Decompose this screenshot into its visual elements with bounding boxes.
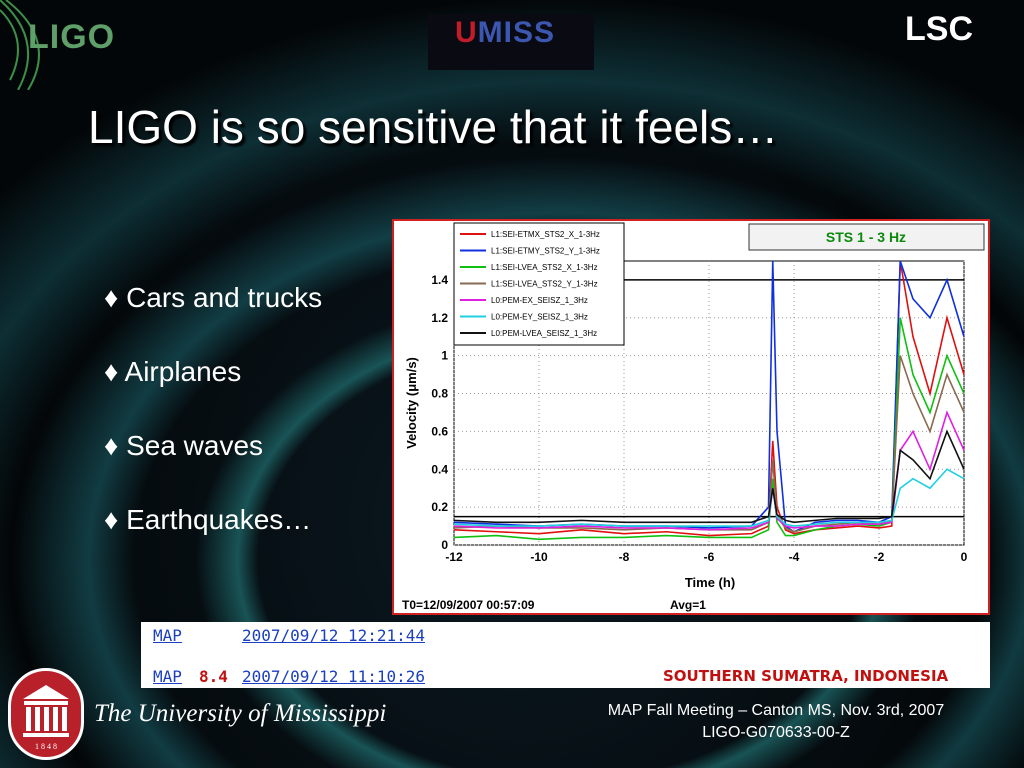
y-axis-label: Velocity (μm/s) (404, 357, 419, 449)
longitude: 100.318 (522, 626, 590, 645)
legend-label: L1:SEI-ETMY_STS2_Y_1-3Hz (491, 247, 600, 256)
region-line2: INDONESIA (657, 644, 752, 662)
bullet-list: ♦ Cars and trucks ♦ Airplanes ♦ Sea wave… (104, 282, 322, 578)
y-tick-label: 1 (441, 349, 448, 363)
latitude: -2.667 (446, 626, 504, 645)
university-name: The University of Mississippi (94, 700, 387, 727)
bullet-item: ♦ Cars and trucks (104, 282, 323, 313)
series-line (453, 355, 965, 533)
umiss-logo: UMISS (455, 16, 555, 50)
plot-canvas: 0 0.2 0.4 0.6 0.8 1 1.2 1.4 -12 -10 -8 -6 -4 -2 0 STS 1… (402, 222, 985, 612)
legend-box (453, 222, 625, 346)
ligo-logo-arcs (0, 0, 40, 90)
longitude: 101.382 (522, 667, 590, 686)
region: SOUTHERN SUMATRA, INDONESIA (663, 667, 949, 685)
map-link[interactable]: MAP (153, 667, 182, 686)
y-tick-label: 0.4 (431, 462, 448, 476)
chart-title-box (748, 223, 985, 251)
x-tick-label: -2 (874, 550, 885, 564)
ligo-logo: LIGO (28, 18, 116, 56)
y-tick-label: 0.8 (431, 387, 448, 401)
legend-label: L1:SEI-LVEA_STS2_X_1-3Hz (491, 263, 598, 272)
columns-icon: 1 8 4 8 (23, 685, 69, 751)
depth: 10.0 (612, 626, 651, 645)
plot-footer-right: Avg=1 (670, 598, 706, 612)
x-tick-label: -4 (789, 550, 800, 564)
x-tick-label: -12 (445, 550, 463, 564)
umiss-logo-rest: MISS (477, 16, 556, 49)
seismometer-plot: 0 0.2 0.4 0.6 0.8 1 1.2 1.4 -12 -10 -8 -6 -4 -2 0 STS 1… (392, 219, 990, 615)
series-line (453, 317, 965, 541)
y-tick-label: 0.2 (431, 500, 448, 514)
umiss-logo-u: U (455, 16, 478, 49)
footer-line1: MAP Fall Meeting – Canton MS, Nov. 3rd, … (607, 702, 945, 719)
bullet-item: ♦ Sea waves (104, 430, 264, 461)
x-tick-label: -6 (704, 550, 715, 564)
legend-label: L1:SEI-LVEA_STS2_Y_1-3Hz (491, 280, 598, 289)
series-line (453, 429, 965, 524)
depth: 30.0 (612, 667, 651, 686)
chart-title: STS 1 - 3 Hz (826, 229, 906, 245)
magnitude: 8.4 (199, 667, 228, 686)
lsc-logo: LSC (905, 10, 973, 48)
y-tick-label: 1.2 (431, 311, 448, 325)
series-line (453, 260, 965, 537)
bullet-item: ♦ Airplanes (104, 356, 242, 387)
y-tick-label: 0.6 (431, 424, 448, 438)
seal-year: 1 8 4 8 (35, 742, 57, 751)
university-seal: 1 8 4 8 (8, 668, 84, 760)
datetime-link[interactable]: 2007/09/12 11:10:26 (242, 667, 426, 686)
umiss-logo-box (428, 14, 594, 70)
earthquake-table: MAP 5.2 2007/09/12 12:21:44 -2.667 100.3… (141, 622, 990, 688)
plot-footer-left: T0=12/09/2007 00:57:09 (402, 598, 535, 612)
map-link[interactable]: MAP (153, 626, 182, 645)
x-tick-label: -8 (619, 550, 630, 564)
legend-label: L0:PEM-LVEA_SEISZ_1_3Hz (491, 329, 597, 338)
latitude: -4.517 (446, 667, 504, 686)
series-line (453, 410, 965, 531)
footer: MAP Fall Meeting – Canton MS, Nov. 3rd, … (560, 700, 992, 744)
datetime-link[interactable]: 2007/09/12 12:21:44 (242, 626, 426, 645)
y-tick-label: 0 (441, 538, 448, 552)
bullet-item: ♦ Earthquakes… (104, 504, 312, 535)
series-line (453, 468, 965, 527)
legend-label: L1:SEI-ETMX_STS2_X_1-3Hz (491, 230, 600, 239)
x-tick-label: -10 (530, 550, 548, 564)
footer-line2: LIGO-G070633-00-Z (702, 724, 850, 741)
region: KEPULAUAN MENTAWAI REGION, (663, 626, 937, 644)
x-axis-label: Time (h) (685, 575, 735, 590)
x-tick-label: 0 (961, 550, 968, 564)
legend-label: L0:PEM-EX_SEISZ_1_3Hz (491, 296, 588, 305)
legend-label: L0:PEM-EY_SEISZ_1_3Hz (491, 313, 588, 322)
y-tick-label: 1.4 (431, 273, 448, 287)
magnitude: 5.2 (199, 626, 228, 645)
slide-title: LIGO is so sensitive that it feels… (88, 101, 779, 153)
